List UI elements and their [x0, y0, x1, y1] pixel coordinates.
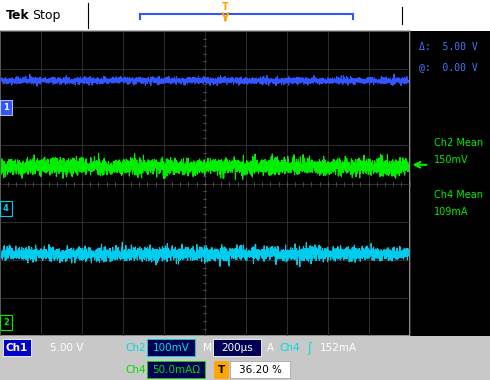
FancyBboxPatch shape	[0, 100, 12, 115]
Text: 2: 2	[3, 318, 9, 327]
Text: 4: 4	[3, 204, 9, 213]
Text: Stop: Stop	[32, 9, 60, 22]
FancyBboxPatch shape	[0, 201, 12, 216]
Text: Ch1: Ch1	[6, 343, 28, 353]
Text: 152mA: 152mA	[320, 343, 357, 353]
Text: 1: 1	[3, 103, 9, 112]
Bar	[0, 0, 490, 31]
Text: 5.00 V: 5.00 V	[50, 343, 83, 353]
FancyBboxPatch shape	[214, 361, 228, 378]
FancyBboxPatch shape	[0, 315, 12, 330]
Text: Ch2 Mean: Ch2 Mean	[434, 138, 483, 148]
Text: Ch4: Ch4	[279, 343, 299, 353]
Text: ʃ: ʃ	[307, 342, 311, 355]
FancyBboxPatch shape	[213, 339, 261, 356]
Text: T: T	[222, 2, 229, 12]
Text: 50.0mAΩ: 50.0mAΩ	[152, 366, 200, 375]
FancyBboxPatch shape	[147, 361, 205, 378]
Text: Ch2: Ch2	[125, 343, 146, 353]
Text: Ch4 Mean: Ch4 Mean	[434, 190, 483, 200]
Text: 150mV: 150mV	[434, 155, 469, 165]
Text: Ch4: Ch4	[125, 366, 146, 375]
Text: 100mV: 100mV	[152, 343, 190, 353]
Text: Tek: Tek	[6, 9, 29, 22]
Text: A: A	[267, 343, 274, 353]
Text: @:  0.00 V: @: 0.00 V	[419, 62, 478, 72]
Text: 36.20 %: 36.20 %	[239, 366, 281, 375]
Text: 109mA: 109mA	[434, 207, 468, 217]
FancyBboxPatch shape	[3, 339, 31, 356]
Text: 200μs: 200μs	[221, 343, 253, 353]
Text: M: M	[203, 343, 212, 353]
FancyBboxPatch shape	[147, 339, 195, 356]
Text: T: T	[218, 366, 224, 375]
Bar	[0, 31, 410, 336]
FancyBboxPatch shape	[230, 361, 290, 378]
Bar	[410, 31, 490, 336]
Text: Δ:  5.00 V: Δ: 5.00 V	[419, 42, 478, 52]
